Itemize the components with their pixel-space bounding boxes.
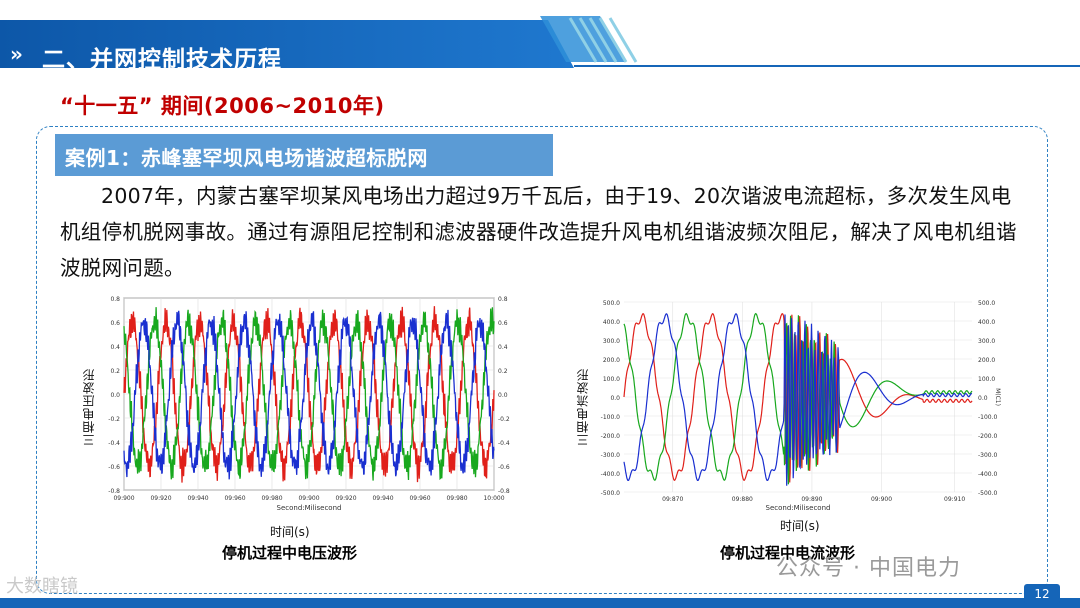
y-tick-label: -0.2 — [108, 416, 120, 423]
y-tick-label: -400.0 — [601, 471, 621, 478]
y-tick-label-right: 0.6 — [498, 320, 508, 327]
y-tick-label: 0.0 — [610, 395, 620, 402]
y-tick-label-right: -0.4 — [498, 440, 510, 447]
y-tick-label-right: -0.2 — [498, 416, 510, 423]
y-tick-label: 0.8 — [110, 296, 120, 303]
y-tick-label: -300.0 — [601, 452, 621, 459]
x-tick-label: 09:920 — [150, 495, 171, 502]
y-tick-label-right: -100.0 — [978, 414, 998, 421]
y-tick-label: -0.4 — [108, 440, 120, 447]
voltage-ylabel: 三相电压波形 — [82, 368, 96, 446]
y-tick-label: 200.0 — [603, 357, 620, 364]
y-tick-label: 0.6 — [110, 320, 120, 327]
y-tick-label-right: -500.0 — [978, 490, 998, 497]
x-tick-label: 09:880 — [732, 496, 753, 503]
x-tick-label: 09:940 — [187, 495, 208, 502]
y-tick-label: 100.0 — [603, 376, 620, 383]
x-tick-label: 09:960 — [409, 495, 430, 502]
current-ylabel: 三相电流波形 — [576, 368, 590, 446]
x-tick-label: 09:960 — [224, 495, 245, 502]
y-tick-label: 500.0 — [603, 300, 620, 307]
case-title: 案例1：赤峰塞罕坝风电场谐波超标脱网 — [55, 134, 553, 176]
site-watermark: 大数瞎镜 — [6, 576, 78, 597]
voltage-waveform-chart: 0.8 0.8 0.6 0.6 0.4 0.4 0.2 0.2 0.0 0.0 -0.2 -0.2 -0… — [96, 290, 526, 530]
y-tick-label: -100.0 — [601, 414, 621, 421]
footer-bar — [0, 598, 1080, 608]
y-tick-label: -500.0 — [601, 490, 621, 497]
x-tick-label: 09:940 — [372, 495, 393, 502]
y-tick-label: 400.0 — [603, 319, 620, 326]
y-tick-label-right: -400.0 — [978, 471, 998, 478]
wechat-watermark: 公众号 · 中国电力 — [776, 556, 961, 581]
y-tick-label: 0.2 — [110, 368, 120, 375]
current-caption: 停机过程中电流波形 — [720, 544, 856, 562]
y-tick-label: -0.6 — [108, 464, 120, 471]
current-waveform-chart: 500.0 500.0 400.0 400.0 300.0 300.0 200.0 200.0… — [590, 290, 1030, 520]
series-line-C — [623, 313, 973, 486]
y-tick-label-right: 0.0 — [978, 395, 988, 402]
right-axis-label: M(C1) — [994, 388, 1001, 406]
y-tick-label-right: 100.0 — [978, 376, 995, 383]
x-tick-label: 09:900 — [298, 495, 319, 502]
x-tick-label: 10:000 — [483, 495, 504, 502]
x-tick-label: 09:870 — [662, 496, 683, 503]
period-heading: “十一五” 期间(2006~2010年) — [60, 94, 385, 118]
voltage-caption: 停机过程中电压波形 — [222, 544, 358, 562]
x-tick-label: 09:890 — [801, 496, 822, 503]
case-description: 2007年，内蒙古塞罕坝某风电场出力超过9万千瓦后，由于19、20次谐波电流超标… — [60, 184, 1017, 280]
x-tick-label: 09:920 — [335, 495, 356, 502]
series-line-B — [123, 307, 495, 481]
x-axis-unit: Second:Milisecond — [277, 504, 342, 512]
x-axis-unit: Second:Milisecond — [766, 504, 831, 512]
header-banner: » 二、并网控制技术历程 — [0, 16, 1080, 73]
y-tick-label-right: 500.0 — [978, 300, 995, 307]
series-line-C — [123, 309, 495, 480]
series-line-A — [623, 313, 973, 483]
y-tick-label-right: -0.8 — [498, 488, 510, 495]
y-tick-label: -0.8 — [108, 488, 120, 495]
x-tick-label: 09:980 — [446, 495, 467, 502]
y-tick-label-right: -200.0 — [978, 433, 998, 440]
y-tick-label: 0.4 — [110, 344, 120, 351]
x-tick-label: 09:980 — [261, 495, 282, 502]
voltage-xlabel: 时间(s) — [270, 525, 310, 539]
current-xlabel: 时间(s) — [780, 519, 820, 533]
y-tick-label-right: 0.2 — [498, 368, 508, 375]
series-line-A — [123, 306, 495, 483]
page-number: 12 — [1024, 584, 1060, 604]
y-tick-label: 300.0 — [603, 338, 620, 345]
x-tick-label: 09:900 — [113, 495, 134, 502]
y-tick-label-right: 0.4 — [498, 344, 508, 351]
y-tick-label-right: 200.0 — [978, 357, 995, 364]
x-tick-label: 09:900 — [871, 496, 892, 503]
content-panel — [36, 126, 1048, 594]
y-tick-label: -200.0 — [601, 433, 621, 440]
y-tick-label-right: 0.8 — [498, 296, 508, 303]
y-tick-label-right: 300.0 — [978, 338, 995, 345]
y-tick-label-right: -300.0 — [978, 452, 998, 459]
y-tick-label-right: -0.6 — [498, 464, 510, 471]
chevron-right-icon: » — [10, 42, 23, 66]
page-title: 二、并网控制技术历程 — [42, 47, 282, 73]
x-tick-label: 09:910 — [944, 496, 965, 503]
y-tick-label: 0.0 — [110, 392, 120, 399]
y-tick-label-right: 400.0 — [978, 319, 995, 326]
header-decoration — [0, 16, 1080, 68]
y-tick-label-right: 0.0 — [498, 392, 508, 399]
